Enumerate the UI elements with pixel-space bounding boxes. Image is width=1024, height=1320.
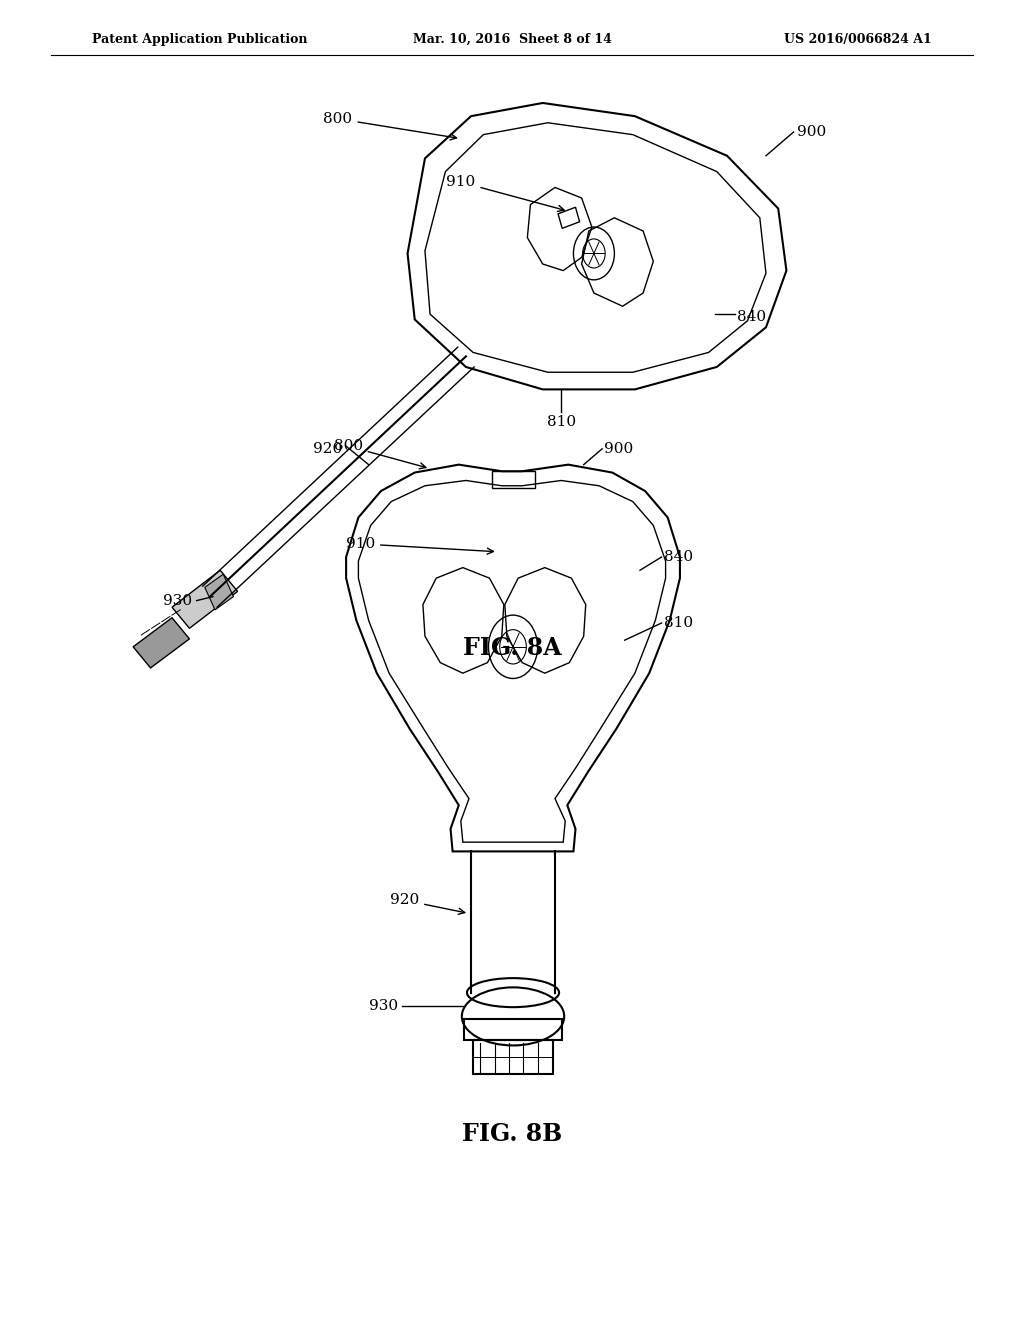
Text: 910: 910 bbox=[446, 176, 564, 211]
Text: 840: 840 bbox=[664, 550, 692, 564]
Text: 800: 800 bbox=[334, 440, 426, 469]
Text: 910: 910 bbox=[346, 537, 494, 554]
Text: 930: 930 bbox=[370, 999, 398, 1012]
Text: 810: 810 bbox=[664, 616, 692, 630]
Text: FIG. 8B: FIG. 8B bbox=[462, 1122, 562, 1146]
Text: 920: 920 bbox=[313, 442, 342, 455]
Text: 840: 840 bbox=[737, 310, 766, 323]
Text: US 2016/0066824 A1: US 2016/0066824 A1 bbox=[784, 33, 932, 46]
Text: 800: 800 bbox=[324, 112, 457, 140]
Polygon shape bbox=[133, 618, 189, 668]
Text: 810: 810 bbox=[547, 416, 575, 429]
Polygon shape bbox=[205, 574, 233, 610]
Text: Mar. 10, 2016  Sheet 8 of 14: Mar. 10, 2016 Sheet 8 of 14 bbox=[413, 33, 611, 46]
Text: Patent Application Publication: Patent Application Publication bbox=[92, 33, 307, 46]
Text: 920: 920 bbox=[390, 894, 465, 915]
Polygon shape bbox=[172, 570, 238, 628]
Text: FIG. 8A: FIG. 8A bbox=[463, 636, 561, 660]
Text: 900: 900 bbox=[604, 442, 634, 455]
Text: 930: 930 bbox=[164, 594, 193, 607]
Text: 900: 900 bbox=[797, 125, 826, 139]
